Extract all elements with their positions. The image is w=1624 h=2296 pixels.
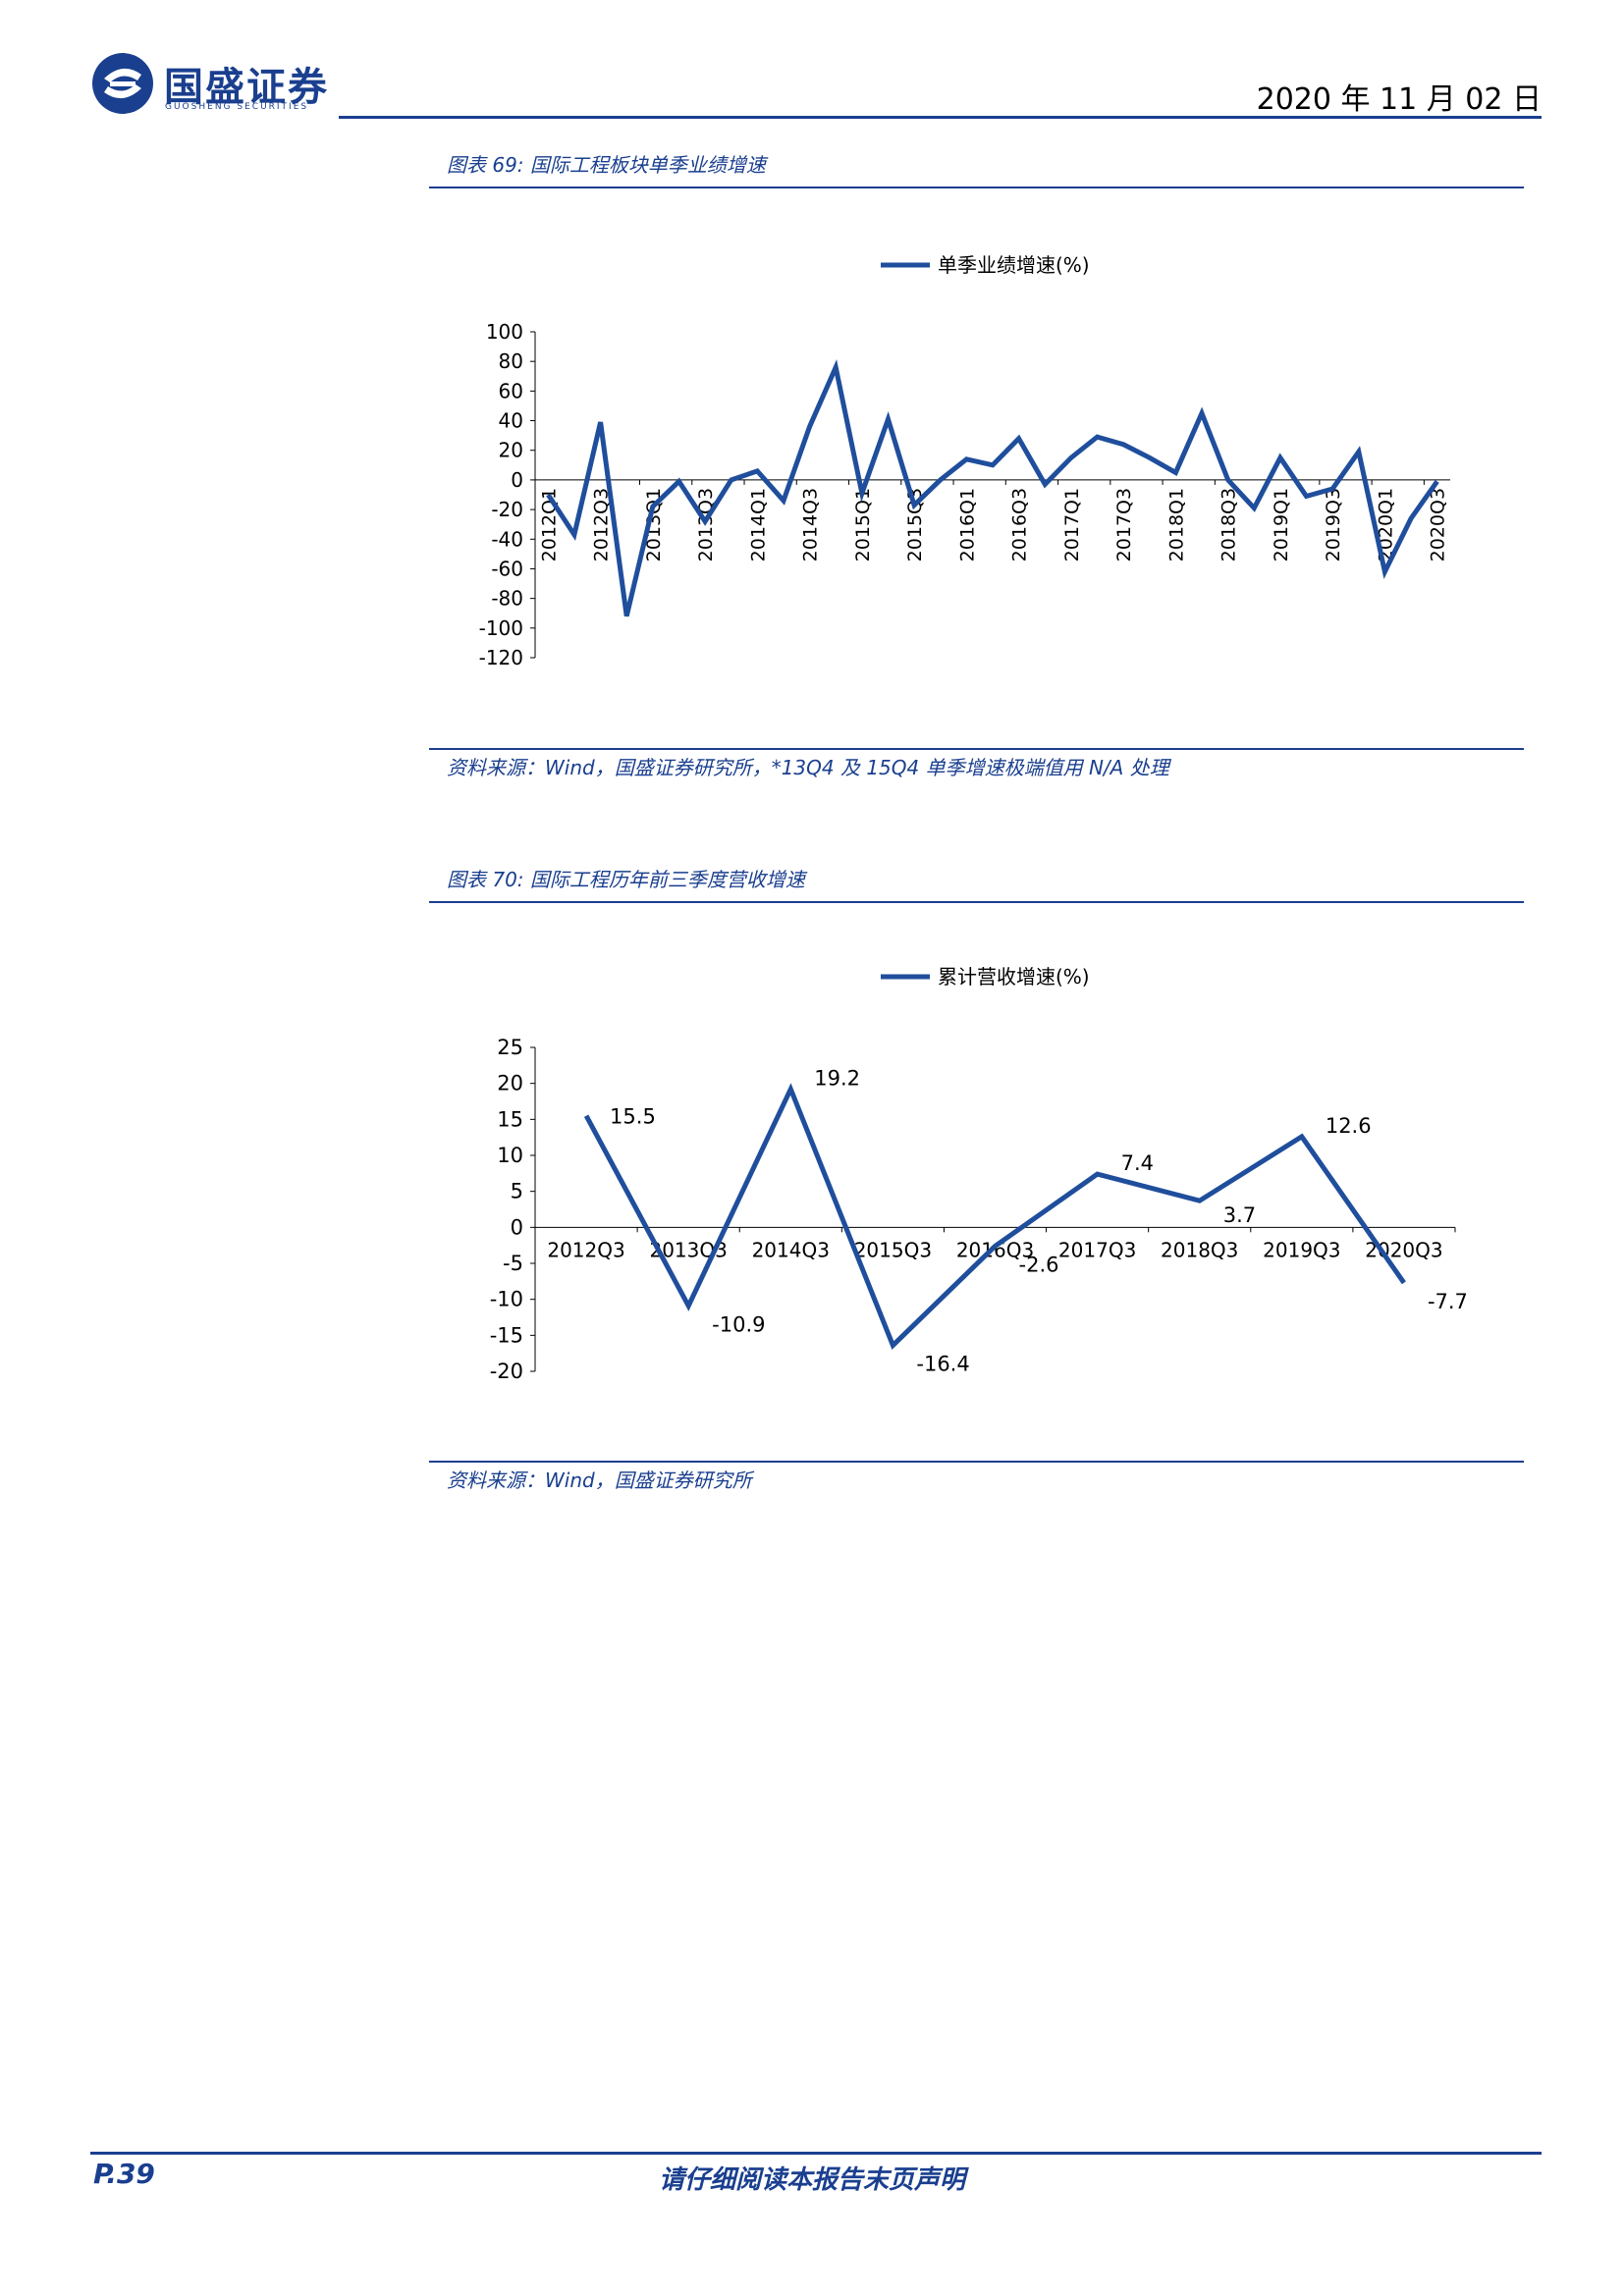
- chart1-y-tick-label: 40: [499, 409, 523, 433]
- chart1-y-tick-label: -120: [479, 646, 523, 669]
- chart1-x-tick-label: 2013Q1: [643, 488, 665, 561]
- chart1-y-tick-label: 0: [511, 468, 523, 492]
- chart2-x-tick-label: 2016Q3: [956, 1238, 1034, 1261]
- chart2-x-tick-label: 2015Q3: [854, 1238, 932, 1261]
- chart1-x-tick-label: 2016Q3: [1009, 488, 1031, 561]
- chart2-y-tick-label: 5: [511, 1180, 523, 1203]
- chart1-x-tick-label: 2018Q1: [1165, 488, 1187, 561]
- chart1-x-tick-label: 2018Q3: [1218, 488, 1240, 561]
- chart2-x-tick-label: 2019Q3: [1263, 1238, 1340, 1261]
- chart1-y-tick-label: 60: [499, 379, 523, 402]
- chart1-y-tick-label: 100: [486, 320, 523, 344]
- figure70-chart: 累计营收增速(%) 25 20 15 10 5 0 -5 -10 -15 -20 2012Q3 2013…: [429, 947, 1524, 1453]
- figure69-chart: 单季业绩增速(%) 100 80 60 40 20 0 -20 -40 -60 -80 -100 -12…: [429, 236, 1524, 726]
- header-divider: [339, 116, 1542, 119]
- chart2-data-label: 12.6: [1326, 1114, 1372, 1138]
- chart2-data-label: 7.4: [1121, 1151, 1154, 1175]
- footer-disclaimer: 请仔细阅读本报告末页声明: [658, 2165, 965, 2195]
- chart1-x-tick-label: 2014Q1: [747, 488, 769, 561]
- chart1-x-tick-label: 2019Q3: [1323, 488, 1344, 561]
- chart2-legend-label: 累计营收增速(%): [938, 965, 1090, 988]
- chart1-x-tick-label: 2017Q3: [1113, 488, 1135, 561]
- figure69-source: 资料来源：Wind，国盛证券研究所，*13Q4 及 15Q4 单季增速极端值用 …: [447, 756, 1169, 779]
- chart1-x-tick-label: 2017Q1: [1061, 488, 1083, 561]
- chart2-series-line: [583, 1083, 1406, 1350]
- logo-name: 国盛证券: [164, 65, 329, 110]
- chart1-legend-label: 单季业绩增速(%): [938, 253, 1090, 277]
- footer-divider: [90, 2152, 1542, 2155]
- chart2-y-tick-label: -15: [490, 1323, 523, 1347]
- figure70-source: 资料来源：Wind，国盛证券研究所: [447, 1468, 752, 1492]
- chart2-y-tick-label: 15: [497, 1107, 523, 1131]
- page-number: P.39: [93, 2158, 155, 2190]
- chart2-data-label: 15.5: [610, 1105, 656, 1129]
- figure69-title: 图表 69: 国际工程板块单季业绩增速: [447, 153, 766, 177]
- chart2-data-label: -2.6: [1019, 1253, 1059, 1276]
- chart1-y-tick-label: 20: [499, 439, 523, 462]
- chart1-x-tick-label: 2015Q3: [904, 488, 926, 561]
- chart2-y-tick-label: -10: [490, 1288, 523, 1311]
- figure70-top-rule: [429, 901, 1524, 903]
- figure70-title: 图表 70: 国际工程历年前三季度营收增速: [447, 868, 805, 891]
- chart2-x-tick-label: 2014Q3: [752, 1238, 830, 1261]
- report-date: 2020 年 11 月 02 日: [1256, 82, 1542, 117]
- chart2-data-label: -16.4: [916, 1353, 969, 1376]
- chart1-x-tick-label: 2020Q3: [1428, 488, 1449, 561]
- chart1-y-tick-label: -40: [491, 527, 523, 551]
- chart1-x-tick-label: 2012Q3: [591, 488, 613, 561]
- chart2-y-tick-label: 20: [497, 1072, 523, 1095]
- chart2-data-label: 3.7: [1223, 1203, 1256, 1227]
- chart1-y-tick-label: -20: [491, 498, 523, 521]
- chart1-y-tick-label: -60: [491, 557, 523, 580]
- chart1-x-tick-label: 2015Q1: [852, 488, 874, 561]
- chart1-y-tick-label: -80: [491, 587, 523, 611]
- chart2-y-tick-label: 0: [511, 1215, 523, 1239]
- chart2-y-tick-label: -5: [503, 1252, 523, 1275]
- chart2-data-label: -10.9: [712, 1312, 765, 1336]
- chart1-y-tick-label: -100: [479, 616, 523, 640]
- chart2-data-label: 19.2: [814, 1067, 860, 1091]
- figure69-top-rule: [429, 187, 1524, 188]
- chart2-x-tick-label: 2017Q3: [1058, 1238, 1136, 1261]
- chart1-x-tick-label: 2013Q3: [695, 488, 717, 561]
- chart1-x-tick-label: 2014Q3: [800, 488, 822, 561]
- chart1-x-tick-label: 2016Q1: [956, 488, 978, 561]
- chart2-y-tick-label: 25: [497, 1036, 523, 1059]
- chart1-svg: 单季业绩增速(%) 100 80 60 40 20 0 -20 -40 -60 -80 -100 -12…: [479, 253, 1450, 669]
- chart2-data-label: -7.7: [1428, 1290, 1468, 1313]
- chart2-x-tick-label: 2012Q3: [547, 1238, 624, 1261]
- logo-subtitle: GUOSHENG SECURITIES: [165, 102, 309, 112]
- chart2-x-tick-label: 2018Q3: [1161, 1238, 1238, 1261]
- chart1-series-line: [546, 359, 1439, 617]
- chart2-y-tick-label: 10: [497, 1144, 523, 1167]
- guosheng-logo-icon: [92, 53, 153, 114]
- chart1-x-tick-label: 2019Q1: [1271, 488, 1292, 561]
- figure69-bottom-rule: [429, 748, 1524, 750]
- chart1-y-tick-label: 80: [499, 349, 523, 373]
- figure70-bottom-rule: [429, 1461, 1524, 1463]
- logo: 国盛证券 GUOSHENG SECURITIES: [90, 51, 385, 120]
- chart2-y-tick-label: -20: [490, 1360, 523, 1383]
